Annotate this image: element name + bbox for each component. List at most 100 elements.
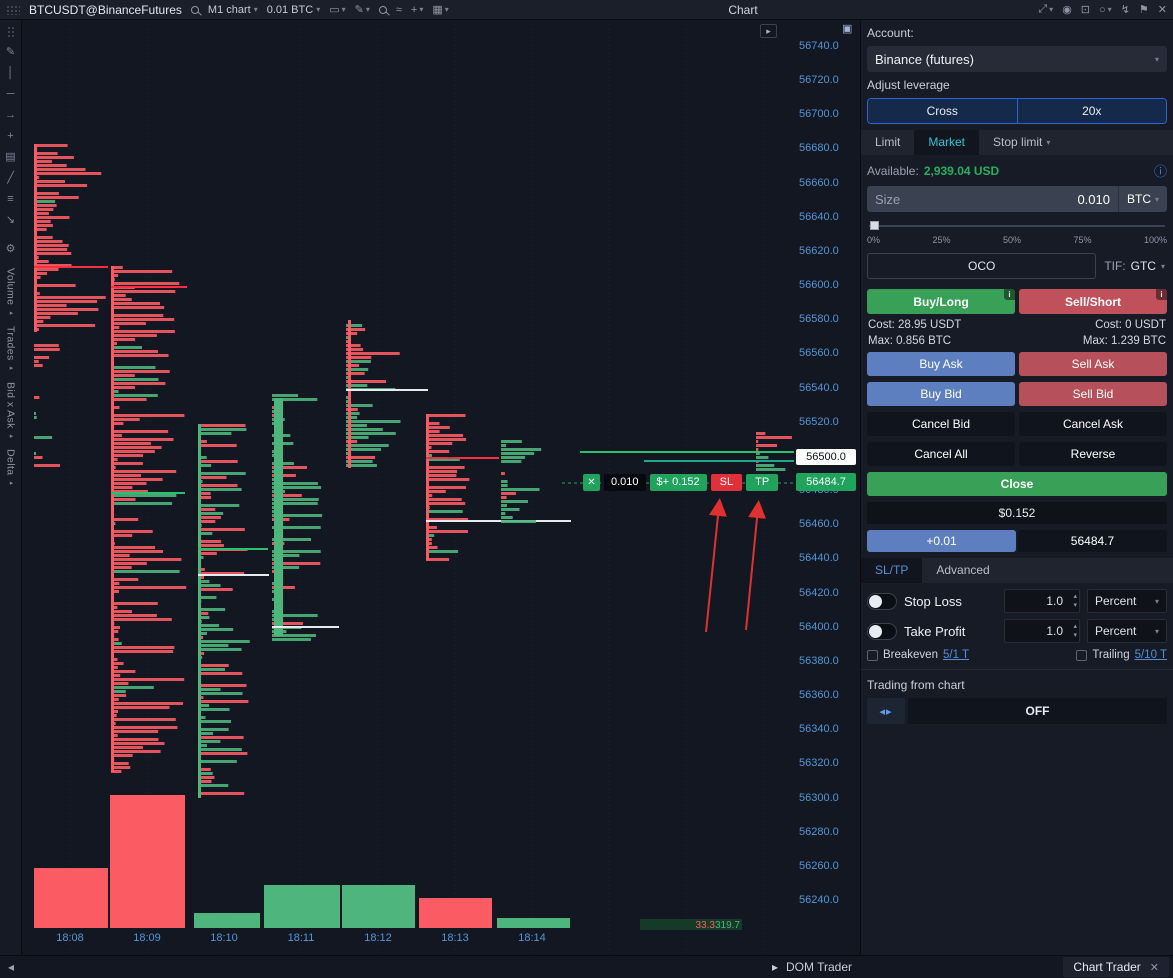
projection-tool-icon[interactable]: ↘: [5, 214, 16, 226]
available-value: 2,939.04 USD: [923, 163, 1000, 178]
levels-tool-icon[interactable]: ≡: [7, 192, 14, 205]
link-windows-icon[interactable]: ⤢ ▾: [1038, 3, 1053, 16]
buy-ask-button[interactable]: Buy Ask: [867, 352, 1015, 376]
buy-bid-button[interactable]: Buy Bid: [867, 382, 1015, 406]
symbol-selector[interactable]: BTCUSDT@BinanceFutures: [29, 2, 182, 17]
trading-from-chart-off-button[interactable]: OFF: [908, 698, 1167, 724]
add-icon[interactable]: + ▾: [411, 4, 423, 16]
close-button[interactable]: Close: [867, 472, 1167, 496]
fullscreen-icon[interactable]: ⊡: [1081, 3, 1090, 16]
chevron-down-icon: ▾: [1154, 54, 1159, 64]
step-up-icon[interactable]: ▴: [1073, 623, 1077, 630]
layout-icon[interactable]: ▦ ▾: [432, 3, 448, 16]
sidebar-panel-volume[interactable]: Volume ▸: [4, 268, 17, 318]
slider-thumb[interactable]: [870, 221, 879, 230]
tab-sltp[interactable]: SL/TP: [861, 558, 923, 583]
zoom-icon[interactable]: [378, 5, 387, 14]
toolbar-right-icons: ⤢ ▾ ◉ ⊡ ○ ▾ ↯ ⚑ ✕: [1038, 3, 1167, 16]
margin-mode-button[interactable]: Cross: [868, 99, 1017, 123]
step-up-icon[interactable]: ▴: [1073, 593, 1077, 600]
close-icon[interactable]: ✕: [1149, 961, 1159, 974]
breakeven-checkbox[interactable]: [867, 649, 878, 661]
stop-loss-input[interactable]: 1.0 ▴ ▾: [1004, 589, 1080, 613]
scroll-left-icon[interactable]: ◂: [8, 960, 15, 974]
buy-long-button[interactable]: Buy/Long i: [867, 289, 1015, 314]
cross-tool-icon[interactable]: +: [7, 129, 14, 142]
tab-limit[interactable]: Limit: [875, 135, 901, 149]
pin-icon[interactable]: ⚑: [1139, 3, 1149, 16]
go-to-realtime-button[interactable]: ▸: [760, 24, 777, 38]
size-value: 0.010: [1077, 191, 1110, 207]
stop-loss-toggle[interactable]: [867, 592, 897, 610]
cost-row: Cost: 28.95 USDT Cost: 0 USDT: [868, 319, 1166, 331]
maximize-panel-icon[interactable]: ▣: [842, 23, 853, 35]
chart-trader-tab[interactable]: Chart Trader ✕: [1063, 957, 1169, 977]
close-price-field[interactable]: 56484.7: [1018, 530, 1167, 552]
price-step-button[interactable]: +0.01: [867, 530, 1016, 552]
step-down-icon[interactable]: ▾: [1073, 602, 1077, 609]
sidebar-panel-bid-x-ask[interactable]: Bid x Ask ▸: [4, 381, 17, 441]
sidebar-panel-trades[interactable]: Trades ▸: [4, 326, 17, 373]
info-icon[interactable]: ⓘ: [1153, 164, 1167, 179]
aggregation-selector[interactable]: 0.01 BTC ▾: [267, 4, 320, 16]
hline-tool-icon[interactable]: ─: [6, 87, 15, 100]
drawing-toolbar: ✎ │ ─ → + ▤ ╱ ≡ ↘ ⚙ Volume ▸ Trades ▸ Bid x Ask ▸ D…: [0, 20, 22, 955]
account-value: Binance (futures): [875, 51, 974, 67]
shapes-tool-icon[interactable]: ▤: [5, 151, 16, 163]
tab-advanced[interactable]: Advanced: [936, 563, 990, 577]
take-profit-input[interactable]: 1.0 ▴ ▾: [1004, 619, 1080, 643]
search-icon[interactable]: [190, 5, 199, 14]
footprint-chart[interactable]: 33.3319.7: [22, 20, 860, 955]
shape-icon[interactable]: ○ ▾: [1099, 4, 1112, 16]
chevron-right-icon: ▸: [7, 431, 15, 441]
sell-bid-button[interactable]: Sell Bid: [1019, 382, 1167, 406]
tif-select[interactable]: TIF: GTC ▾: [1104, 259, 1167, 273]
account-select[interactable]: Binance (futures) ▾: [867, 46, 1167, 72]
tab-market[interactable]: Market: [914, 130, 980, 155]
scroll-right-icon[interactable]: ▸: [771, 960, 778, 974]
quick-action-icon[interactable]: ↯: [1121, 3, 1130, 16]
sidebar-panel-delta[interactable]: Delta ▸: [4, 449, 17, 488]
screenshot-icon[interactable]: ◉: [1062, 3, 1072, 16]
stop-loss-unit-select[interactable]: Percent ▾: [1087, 589, 1167, 613]
arrow-tool-icon[interactable]: →: [5, 108, 16, 121]
reverse-button[interactable]: Reverse: [1019, 442, 1167, 466]
sell-ask-button[interactable]: Sell Ask: [1019, 352, 1167, 376]
account-label: Account:: [867, 26, 914, 40]
size-unit-select[interactable]: BTC ▾: [1117, 186, 1167, 212]
size-input[interactable]: Size 0.010 BTC ▾: [867, 186, 1167, 212]
indicator-icon[interactable]: ≈: [396, 4, 402, 16]
ruler-tool-icon[interactable]: ╱: [7, 172, 14, 184]
link-windows-icon-glyph: ⤢: [1038, 3, 1048, 15]
position-tp-button[interactable]: TP: [746, 473, 779, 491]
sell-short-button[interactable]: Sell/Short i: [1019, 289, 1167, 314]
pencil-tool-icon[interactable]: ✎: [5, 46, 16, 58]
leverage-button[interactable]: 20x: [1016, 99, 1166, 123]
slider-track[interactable]: [869, 225, 1165, 227]
app-menu-icon[interactable]: [6, 4, 20, 15]
close-position-icon[interactable]: ✕: [583, 473, 600, 491]
trailing-link[interactable]: 5/10 T: [1134, 649, 1167, 661]
dock-arrows-icon[interactable]: ◂▸: [867, 698, 905, 724]
chevron-right-icon: ▸: [7, 478, 15, 488]
cursor-tool-icon[interactable]: │: [7, 66, 14, 79]
draw-icon[interactable]: ✎ ▾: [355, 3, 370, 16]
max-short: Max: 1.239 BTC: [1082, 335, 1166, 347]
cancel-all-button[interactable]: Cancel All: [867, 442, 1015, 466]
close-window-icon[interactable]: ✕: [1158, 3, 1167, 16]
drag-handle-icon[interactable]: [6, 26, 15, 38]
tab-stop-limit[interactable]: Stop limit ▾: [979, 130, 1064, 155]
step-down-icon[interactable]: ▾: [1073, 632, 1077, 639]
dom-trader-link[interactable]: DOM Trader: [785, 960, 852, 974]
oco-button[interactable]: OCO: [867, 253, 1097, 279]
display-mode-icon[interactable]: ▭ ▾: [329, 3, 345, 16]
breakeven-link[interactable]: 5/1 T: [942, 649, 969, 661]
gear-icon[interactable]: ⚙: [5, 243, 16, 255]
take-profit-unit-select[interactable]: Percent ▾: [1087, 619, 1167, 643]
take-profit-toggle[interactable]: [867, 622, 897, 640]
position-sl-button[interactable]: SL: [710, 473, 743, 491]
timeframe-selector[interactable]: M1 chart ▾: [208, 4, 258, 16]
trailing-checkbox[interactable]: [1076, 649, 1088, 661]
cancel-ask-button[interactable]: Cancel Ask: [1019, 412, 1167, 436]
cancel-bid-button[interactable]: Cancel Bid: [867, 412, 1015, 436]
